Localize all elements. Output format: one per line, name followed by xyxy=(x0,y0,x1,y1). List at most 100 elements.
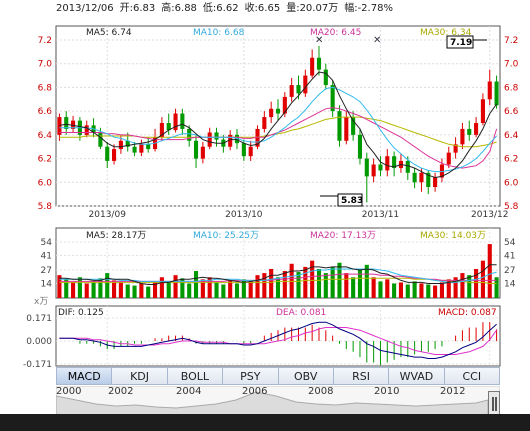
volume-ma30-line xyxy=(59,277,497,284)
timeline-navigator[interactable]: 2000 2002 2004 2006 2008 2010 2012 xyxy=(56,386,500,414)
candle-body xyxy=(337,111,342,141)
candle-body xyxy=(480,99,485,123)
candle-body xyxy=(262,117,267,129)
volume-bar xyxy=(146,286,151,298)
tab-obv[interactable]: OBV xyxy=(278,367,334,385)
volume-bar xyxy=(433,285,438,298)
quote-change: 幅:-2.78% xyxy=(344,3,393,14)
candle-body xyxy=(323,69,328,86)
price-y-tick-left: 6.8 xyxy=(38,83,53,93)
volume-bar xyxy=(412,281,417,298)
candle-body xyxy=(467,128,472,135)
candle-body xyxy=(255,128,260,147)
candle-body xyxy=(146,144,151,150)
volume-bar xyxy=(221,284,226,298)
indicator-tabs: MACD KDJ BOLL PSY OBV RSI WVAD CCI xyxy=(56,367,500,385)
price-y-tick-right: 6.6 xyxy=(504,107,519,117)
volume-bar xyxy=(64,279,69,298)
price-y-tick-left: 6.0 xyxy=(38,178,53,188)
volume-unit-label: x万 xyxy=(34,297,48,307)
volume-bar xyxy=(166,282,171,298)
volume-bar xyxy=(193,271,199,298)
macd-legend-dif: DIF: 0.125 xyxy=(58,308,104,318)
candle-body xyxy=(166,123,171,131)
volume-bar xyxy=(364,264,369,298)
candle-body xyxy=(487,81,492,100)
volume-bar xyxy=(275,277,281,298)
volume-bar xyxy=(385,279,390,298)
volume-y-tick-left: 54 xyxy=(41,238,53,248)
volume-bar xyxy=(392,283,397,298)
macd-dea-line xyxy=(59,327,498,355)
candle-body xyxy=(446,152,451,165)
candle-body xyxy=(310,57,315,76)
price-y-tick-left: 6.4 xyxy=(38,131,53,141)
volume-bar xyxy=(467,275,472,298)
volume-bar xyxy=(152,281,158,298)
volume-bar xyxy=(132,285,137,298)
dividend-marker: ✕ xyxy=(315,35,323,46)
tab-boll[interactable]: BOLL xyxy=(167,367,224,385)
volume-bar xyxy=(228,280,233,298)
volume-bar xyxy=(439,282,444,298)
volume-bar xyxy=(77,277,82,298)
volume-bar xyxy=(446,279,451,298)
volume-bar xyxy=(323,273,328,298)
volume-bar xyxy=(173,275,178,298)
candle-body xyxy=(241,143,246,157)
candle-body xyxy=(344,117,349,141)
tab-rsi[interactable]: RSI xyxy=(333,367,390,385)
macd-legend-dea: DEA: 0.081 xyxy=(276,308,326,318)
high-price-label: 7.19 xyxy=(450,38,472,48)
macd-y-tick-left: -0.171 xyxy=(23,360,52,370)
candle-body xyxy=(439,164,444,178)
volume-bar xyxy=(289,263,294,298)
candle-body xyxy=(364,158,369,177)
quote-open: 开:6.83 xyxy=(119,3,156,14)
volume-bar xyxy=(378,281,383,298)
candle-body xyxy=(303,75,308,94)
volume-bar xyxy=(405,284,410,298)
volume-y-tick-right: 14 xyxy=(504,279,516,289)
candle-body xyxy=(105,146,110,161)
high-price-marker: 7.19 xyxy=(446,35,487,49)
volume-ma5-line xyxy=(59,264,497,285)
timeline-year: 2012 xyxy=(440,386,466,397)
volume-legend-ma30: MA30: 14.03万 xyxy=(420,231,486,241)
quote-low: 低:6.62 xyxy=(202,3,239,14)
candle-body xyxy=(419,172,424,183)
tab-cci[interactable]: CCI xyxy=(444,367,500,385)
footer-strip xyxy=(0,414,530,431)
macd-legend-macd: MACD: 0.087 xyxy=(438,308,497,318)
price-y-tick-right: 5.8 xyxy=(504,202,519,212)
volume-bar xyxy=(139,283,144,298)
quote-header: 2013/12/06 开:6.83 高:6.88 低:6.62 收:6.65 量:20.0… xyxy=(0,0,530,18)
candle-body xyxy=(207,132,212,147)
volume-bar xyxy=(357,270,363,298)
tab-psy[interactable]: PSY xyxy=(223,367,279,385)
candle-body xyxy=(275,108,281,114)
candle-body xyxy=(248,146,253,157)
timeline-drag-handle[interactable] xyxy=(488,391,500,417)
quote-volume: 量:20.07万 xyxy=(286,3,339,14)
tab-wvad[interactable]: WVAD xyxy=(389,367,445,385)
timeline-year: 2006 xyxy=(242,386,268,397)
tab-kdj[interactable]: KDJ xyxy=(112,367,168,385)
candle-body xyxy=(112,149,117,161)
volume-y-tick-left: 27 xyxy=(41,266,52,276)
volume-legend-ma5: MA5: 28.17万 xyxy=(86,231,146,241)
price-x-tick: 2013/12 xyxy=(471,210,508,220)
volume-bar xyxy=(105,273,110,298)
volume-bar xyxy=(200,279,205,298)
candle-body xyxy=(289,85,294,97)
tab-macd[interactable]: MACD xyxy=(56,367,113,385)
volume-bar xyxy=(460,273,465,298)
candle-body xyxy=(139,144,144,153)
candle-body xyxy=(453,144,458,153)
candle-body xyxy=(426,172,431,188)
price-y-tick-right: 6.2 xyxy=(504,155,518,165)
quote-high: 高:6.88 xyxy=(161,3,197,14)
price-legend-ma10: MA10: 6.68 xyxy=(193,28,245,38)
quote-close: 收:6.65 xyxy=(244,3,281,14)
